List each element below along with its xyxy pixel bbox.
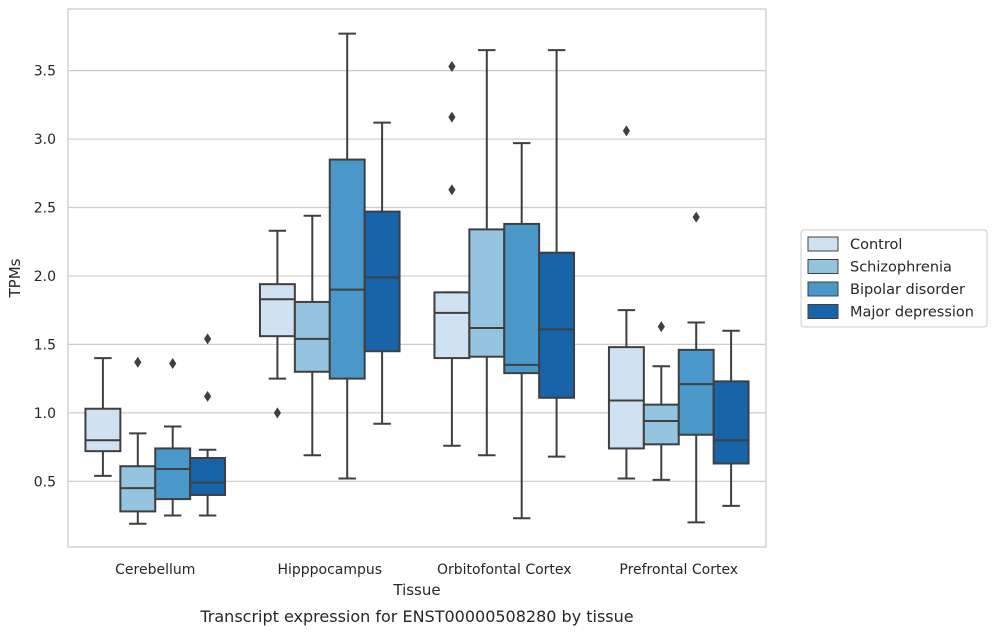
outlier-point xyxy=(448,111,456,123)
box-schizophrenia xyxy=(642,321,680,481)
gridlines xyxy=(68,70,766,482)
y-axis-title: TPMs xyxy=(6,258,24,298)
box-control xyxy=(433,60,471,447)
legend-swatch xyxy=(807,304,839,319)
outlier-point xyxy=(134,356,142,368)
box-body xyxy=(293,300,331,373)
outlier-point xyxy=(204,333,212,345)
box-body xyxy=(258,283,296,338)
box-bipolar-disorder xyxy=(154,358,192,517)
x-tick-label: Orbitofontal Cortex xyxy=(437,562,572,578)
box-major-depression xyxy=(363,121,401,425)
y-tick-label: 3.5 xyxy=(34,64,56,80)
box-control xyxy=(258,229,296,419)
x-axis-title: Tissue xyxy=(392,581,440,599)
box-major-depression xyxy=(189,333,227,517)
box-body xyxy=(677,348,715,436)
box-body xyxy=(712,380,750,465)
box-body xyxy=(538,251,576,399)
legend: Control Schizophrenia Bipolar disorder Majo… xyxy=(800,229,988,328)
box-body xyxy=(607,346,645,450)
box-schizophrenia xyxy=(293,214,331,457)
legend-swatch xyxy=(807,236,839,252)
box-control xyxy=(84,357,122,477)
outlier-point xyxy=(204,390,212,402)
chart-caption: Transcript expression for ENST0000050828… xyxy=(199,607,633,626)
box-body xyxy=(363,210,401,353)
outlier-point xyxy=(273,407,281,419)
outlier-point xyxy=(448,60,456,72)
legend-label: Schizophrenia xyxy=(850,260,952,276)
box-body xyxy=(84,407,122,453)
legend-label: Control xyxy=(850,237,902,253)
legend-swatch xyxy=(807,259,839,274)
box-body xyxy=(642,403,680,446)
outlier-point xyxy=(657,321,665,333)
legend-label: Major depression xyxy=(850,305,974,321)
y-axis-ticks: 0.5 1.0 1.5 2.0 2.5 3.0 3.5 xyxy=(34,64,56,491)
legend-frame xyxy=(800,229,988,328)
outlier-point xyxy=(169,358,177,370)
y-tick-label: 1.0 xyxy=(34,406,56,422)
box-body xyxy=(189,457,227,496)
x-tick-label: Prefrontal Cortex xyxy=(619,562,738,578)
y-tick-label: 0.5 xyxy=(34,474,56,490)
outlier-point xyxy=(448,184,456,196)
box-plot-series xyxy=(84,32,750,525)
y-tick-label: 2.0 xyxy=(34,269,56,285)
plot-frame xyxy=(67,8,767,548)
box-bipolar-disorder xyxy=(677,211,715,524)
box-body xyxy=(433,291,471,360)
x-tick-label: Hipppocampus xyxy=(277,562,382,578)
box-schizophrenia xyxy=(119,356,157,525)
box-bipolar-disorder xyxy=(503,142,541,520)
box-major-depression xyxy=(538,49,576,458)
y-tick-label: 3.0 xyxy=(34,132,56,148)
box-body xyxy=(328,158,366,380)
box-body xyxy=(503,222,541,375)
x-axis-ticks: Cerebellum Hipppocampus Orbitofontal Corte… xyxy=(115,562,738,578)
legend-label: Bipolar disorder xyxy=(850,282,965,298)
box-body xyxy=(468,228,506,358)
outlier-point xyxy=(622,125,630,137)
y-tick-label: 1.5 xyxy=(34,337,56,353)
box-schizophrenia xyxy=(468,49,506,457)
y-tick-label: 2.5 xyxy=(34,200,56,216)
outlier-point xyxy=(692,211,700,223)
legend-swatch xyxy=(807,281,839,297)
box-control xyxy=(607,125,645,480)
box-body xyxy=(154,447,192,501)
x-tick-label: Cerebellum xyxy=(115,562,195,578)
box-bipolar-disorder xyxy=(328,32,366,480)
box-major-depression xyxy=(712,329,750,507)
